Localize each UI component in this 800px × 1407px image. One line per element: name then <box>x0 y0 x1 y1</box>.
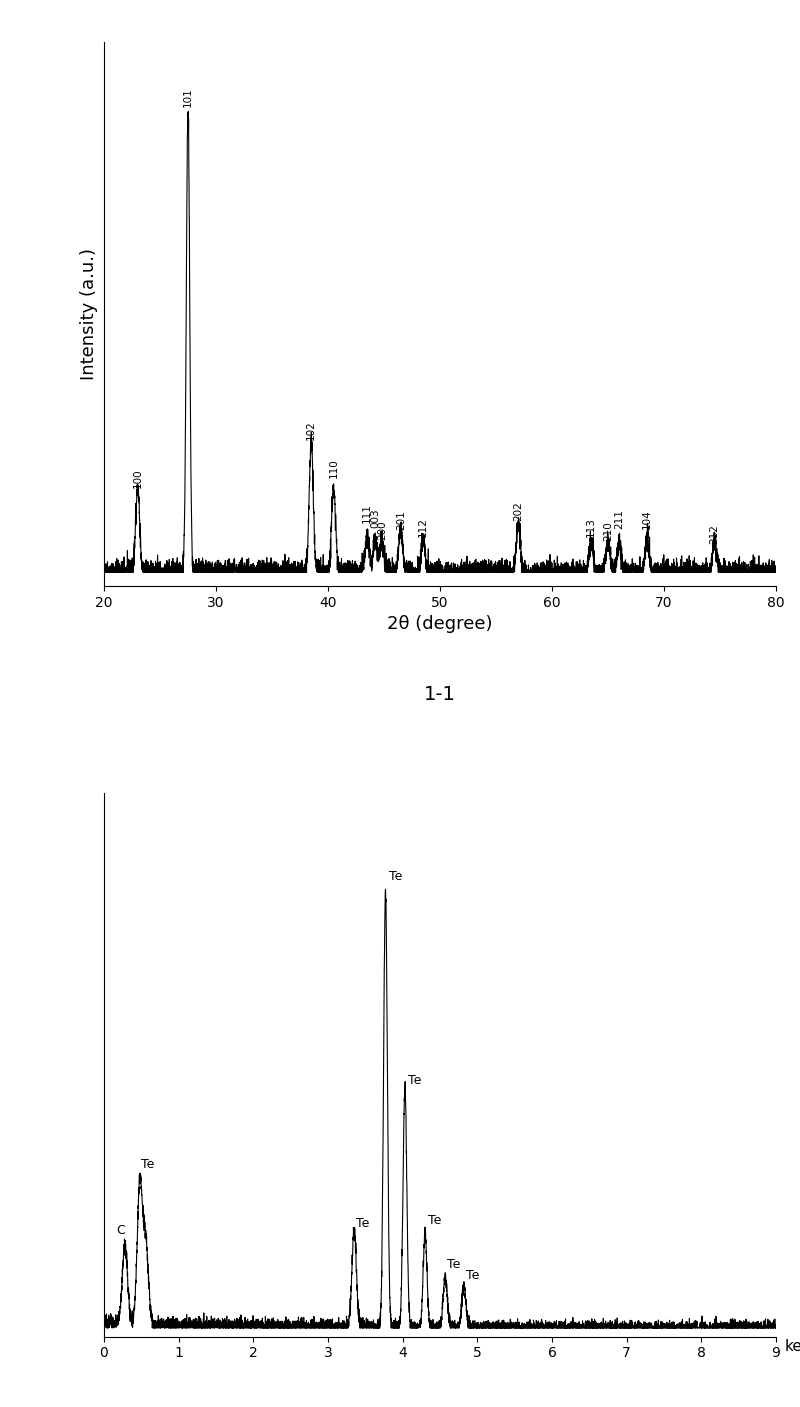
Text: 202: 202 <box>514 501 523 522</box>
Text: 212: 212 <box>710 525 719 545</box>
Y-axis label: Intensity (a.u.): Intensity (a.u.) <box>81 248 98 380</box>
Text: 102: 102 <box>306 421 316 440</box>
X-axis label: 2θ (degree): 2θ (degree) <box>387 615 493 633</box>
Text: 111: 111 <box>362 504 372 523</box>
Text: Te: Te <box>466 1269 479 1282</box>
Text: 210: 210 <box>603 521 613 540</box>
Text: Te: Te <box>390 870 402 882</box>
Text: 112: 112 <box>418 518 428 537</box>
Text: Te: Te <box>447 1258 461 1271</box>
Text: kev: kev <box>784 1339 800 1355</box>
Text: 200: 200 <box>377 521 386 540</box>
Text: 110: 110 <box>329 459 338 478</box>
Text: 100: 100 <box>133 469 142 487</box>
Text: Te: Te <box>142 1158 154 1171</box>
Text: 101: 101 <box>183 87 193 107</box>
Text: 113: 113 <box>586 518 596 537</box>
Text: C: C <box>116 1224 125 1237</box>
Text: 1-1: 1-1 <box>424 685 456 705</box>
Text: Te: Te <box>428 1214 442 1227</box>
Text: 104: 104 <box>642 509 652 529</box>
Text: Te: Te <box>356 1217 369 1230</box>
Text: 211: 211 <box>614 509 624 529</box>
Text: Te: Te <box>408 1074 422 1086</box>
Text: 003: 003 <box>370 508 380 528</box>
Text: 201: 201 <box>396 511 406 530</box>
